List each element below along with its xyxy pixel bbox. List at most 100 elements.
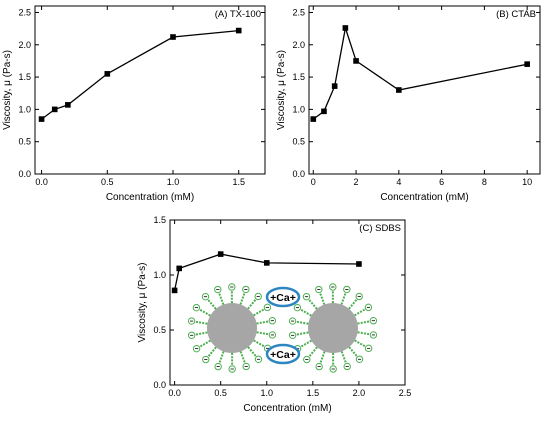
surfactant-tail [239,291,246,305]
surfactant-tail [218,351,225,365]
data-point [321,108,327,115]
y-tick-label: 1.5 [153,215,166,225]
surfactant-tail [354,307,367,317]
micelle [288,283,378,373]
plot-frame [34,5,266,175]
calcium-ion-ring [265,286,301,308]
surfactant-tail [299,308,312,317]
micelle-core [308,303,358,353]
data-point [356,261,362,267]
surfactant-tail [295,320,309,325]
x-tick-label: 2.0 [353,388,366,398]
surfactant-tail [253,339,266,348]
surfactant-tail [340,351,348,364]
data-point [38,116,45,122]
data-point [65,102,71,108]
x-tick-label: 1.0 [261,388,274,398]
surfactant-tail [318,292,326,305]
surfactant-tail [194,331,208,336]
y-tick-label: 0.5 [153,325,166,335]
y-tick-label: 2.0 [18,40,31,50]
y-tick-label: 0.5 [292,137,305,147]
y-tick-label: 1.0 [292,104,305,114]
y-tick-label: 2.5 [18,7,31,17]
y-tick-label: 0.0 [153,380,166,390]
surfactant-tail [295,331,309,336]
data-point [342,25,349,31]
x-tick-label: 1.0 [167,177,180,187]
x-tick-label: 0 [311,177,316,187]
surfactant-tail [198,339,211,349]
data-point [176,265,183,272]
surfactant-tail [357,320,371,325]
surfactant-tail [217,292,225,305]
x-tick-label: 0.5 [214,388,227,398]
data-point [104,71,111,77]
y-tick-label: 1.5 [18,72,31,82]
y-axis-title: Viscosity, μ (Pa-s) [276,50,287,130]
data-point [524,61,530,67]
micelle-inset: +Ca+ +Ca+ [187,283,378,373]
x-axis-title: Concentration (mM) [380,192,468,203]
calcium-ion-ring [265,343,301,365]
surfactant-tail [354,339,367,348]
data-point [217,251,224,257]
x-tick-label: 1.5 [307,388,320,398]
y-tick-label: 0.0 [18,169,31,179]
y-tick-label: 0.0 [292,169,305,179]
y-tick-label: 1.5 [292,72,305,82]
series-line [312,27,528,120]
y-tick-label: 2.5 [292,7,305,17]
surfactant-tail [247,298,258,310]
surfactant-tail [206,346,217,358]
surfactant-tail [348,298,359,310]
micelle [187,283,277,373]
x-tick-label: 0.5 [101,177,114,187]
panel-title: (B) CTAB [496,9,536,20]
surfactant-tail [198,308,211,317]
surfactant-tail [256,320,270,325]
panel-title: (C) SDBS [359,223,401,234]
y-tick-label: 2.0 [292,40,305,50]
x-tick-label: 1.5 [232,177,245,187]
panel-ctab: 0 2 4 6 8 10 0.0 0.5 1.0 1.5 2.0 2.5 Concentration (… [276,5,541,203]
surfactant-tail [348,346,359,358]
panel-sdbs: +Ca+ +Ca+ 0.0 0.5 1.0 1.5 2.0 2.5 0.0 0.5 1.0 1.5 Co… [137,215,411,414]
y-tick-label: 0.5 [18,137,31,147]
x-tick-label: 0.0 [35,177,48,187]
surfactant-tail [206,298,217,310]
data-point [170,34,176,40]
series-line [41,29,239,120]
surfactant-tail [299,339,312,349]
surfactant-tail [194,320,208,325]
surfactant-tail [256,331,270,336]
panel-tx100: 0.0 0.5 1.0 1.5 0.0 0.5 1.0 1.5 2.0 2.5 Concentrat… [2,5,266,203]
data-point [353,58,359,64]
calcium-ion-label: +Ca+ [270,349,296,361]
data-point [51,106,58,113]
x-tick-label: 2 [354,177,359,187]
data-point [171,287,178,294]
plot-frame [308,5,541,175]
data-point [396,87,402,93]
x-tick-label: 0.0 [168,388,181,398]
y-tick-label: 1.0 [18,104,31,114]
x-axis-title: Concentration (mM) [243,403,331,414]
surfactant-tail [340,291,347,305]
x-axis-title: Concentration (mM) [106,192,194,203]
x-tick-label: 2.5 [399,388,412,398]
y-tick-label: 1.0 [153,270,166,280]
x-tick-label: 6 [439,177,444,187]
y-axis-title: Viscosity, μ (Pa-s) [137,263,148,343]
surfactant-tail [357,331,371,336]
surfactant-tail [307,298,318,310]
surfactant-tail [307,346,318,358]
panel-title: (A) TX-100 [215,9,261,20]
x-tick-label: 10 [522,177,532,187]
data-point [331,83,338,89]
data-point [310,116,317,122]
x-tick-label: 8 [482,177,487,187]
micelle-core [207,303,257,353]
data-point [263,260,270,266]
surfactant-tail [319,351,326,365]
